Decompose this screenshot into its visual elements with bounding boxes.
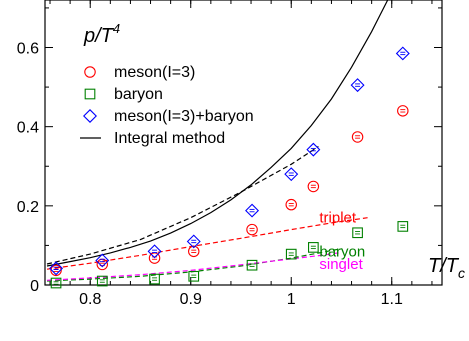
baryon-point <box>246 259 258 271</box>
legend: meson(I=3) baryon meson(I=3)+baryon Integra… <box>80 64 254 147</box>
meson-i-3-baryon-point <box>245 203 260 218</box>
meson-i-3-baryon-point <box>49 261 64 276</box>
meson-i-3-baryon-point <box>306 142 321 157</box>
y-tick-label: 0 <box>30 278 39 295</box>
y-tick-label: 0.6 <box>17 41 39 58</box>
meson-i-3-point <box>285 198 297 211</box>
baryon-point <box>149 273 160 285</box>
x-tick-label: 1 <box>287 291 296 308</box>
y-tick-label: 0.4 <box>17 120 39 137</box>
legend-label-meson-i-3: meson(I=3) <box>114 64 195 81</box>
meson-i-3-baryon-point <box>395 46 410 61</box>
baryon-point <box>352 227 363 239</box>
baryon-point <box>308 242 319 253</box>
annotation-singlet: singlet <box>319 256 363 273</box>
curve-3 <box>46 0 389 267</box>
baryon-point <box>285 248 297 260</box>
curve-4 <box>46 145 319 265</box>
annotation-baryon: baryon <box>319 243 365 260</box>
curves <box>46 0 389 282</box>
legend-swatch-baryon <box>84 88 96 100</box>
legend-swatch-meson-i-3 <box>84 66 96 78</box>
meson-i-3-point <box>397 105 409 117</box>
meson-i-3-baryon-point <box>147 244 162 259</box>
x-axis-title: T/Tc <box>428 255 465 281</box>
curve-6 <box>46 248 342 282</box>
baryon-point <box>50 277 62 289</box>
annotation-triplet: triplet <box>319 210 357 227</box>
y-axis-title: p/T4 <box>83 21 120 47</box>
meson-i-3-baryon-point <box>350 78 365 93</box>
meson-i-3-point <box>246 223 258 236</box>
legend-label-integral-method: Integral method <box>114 130 225 147</box>
meson-i-3-baryon-point <box>284 167 299 182</box>
y-tick-label: 0.2 <box>17 199 39 216</box>
legend-label-baryon: baryon <box>114 86 163 103</box>
meson-i-3-baryon-point <box>186 234 201 249</box>
axes: 0.8 0.9 1 1.1 0 0.2 0.4 0.6 <box>17 0 443 308</box>
baryon-point <box>397 221 409 232</box>
legend-label-meson-i-3-baryon: meson(I=3)+baryon <box>114 108 254 125</box>
legend-swatch-meson-i-3-baryon <box>83 109 97 123</box>
meson-i-3-baryon-point <box>95 253 110 268</box>
baryon-point <box>188 270 200 282</box>
meson-i-3-point <box>96 258 109 271</box>
plot-frame <box>44 0 443 286</box>
meson-i-3-point <box>50 264 62 277</box>
curve-7 <box>46 251 342 281</box>
data-points <box>49 46 410 289</box>
x-tick-label: 1.1 <box>381 291 403 308</box>
meson-i-3-point <box>351 131 364 143</box>
curve-5 <box>46 217 368 270</box>
x-tick-label: 0.9 <box>180 291 202 308</box>
meson-i-3-point <box>187 245 200 258</box>
meson-i-3-point <box>307 180 320 193</box>
x-tick-label: 0.8 <box>79 291 101 308</box>
baryon-point <box>96 275 108 287</box>
